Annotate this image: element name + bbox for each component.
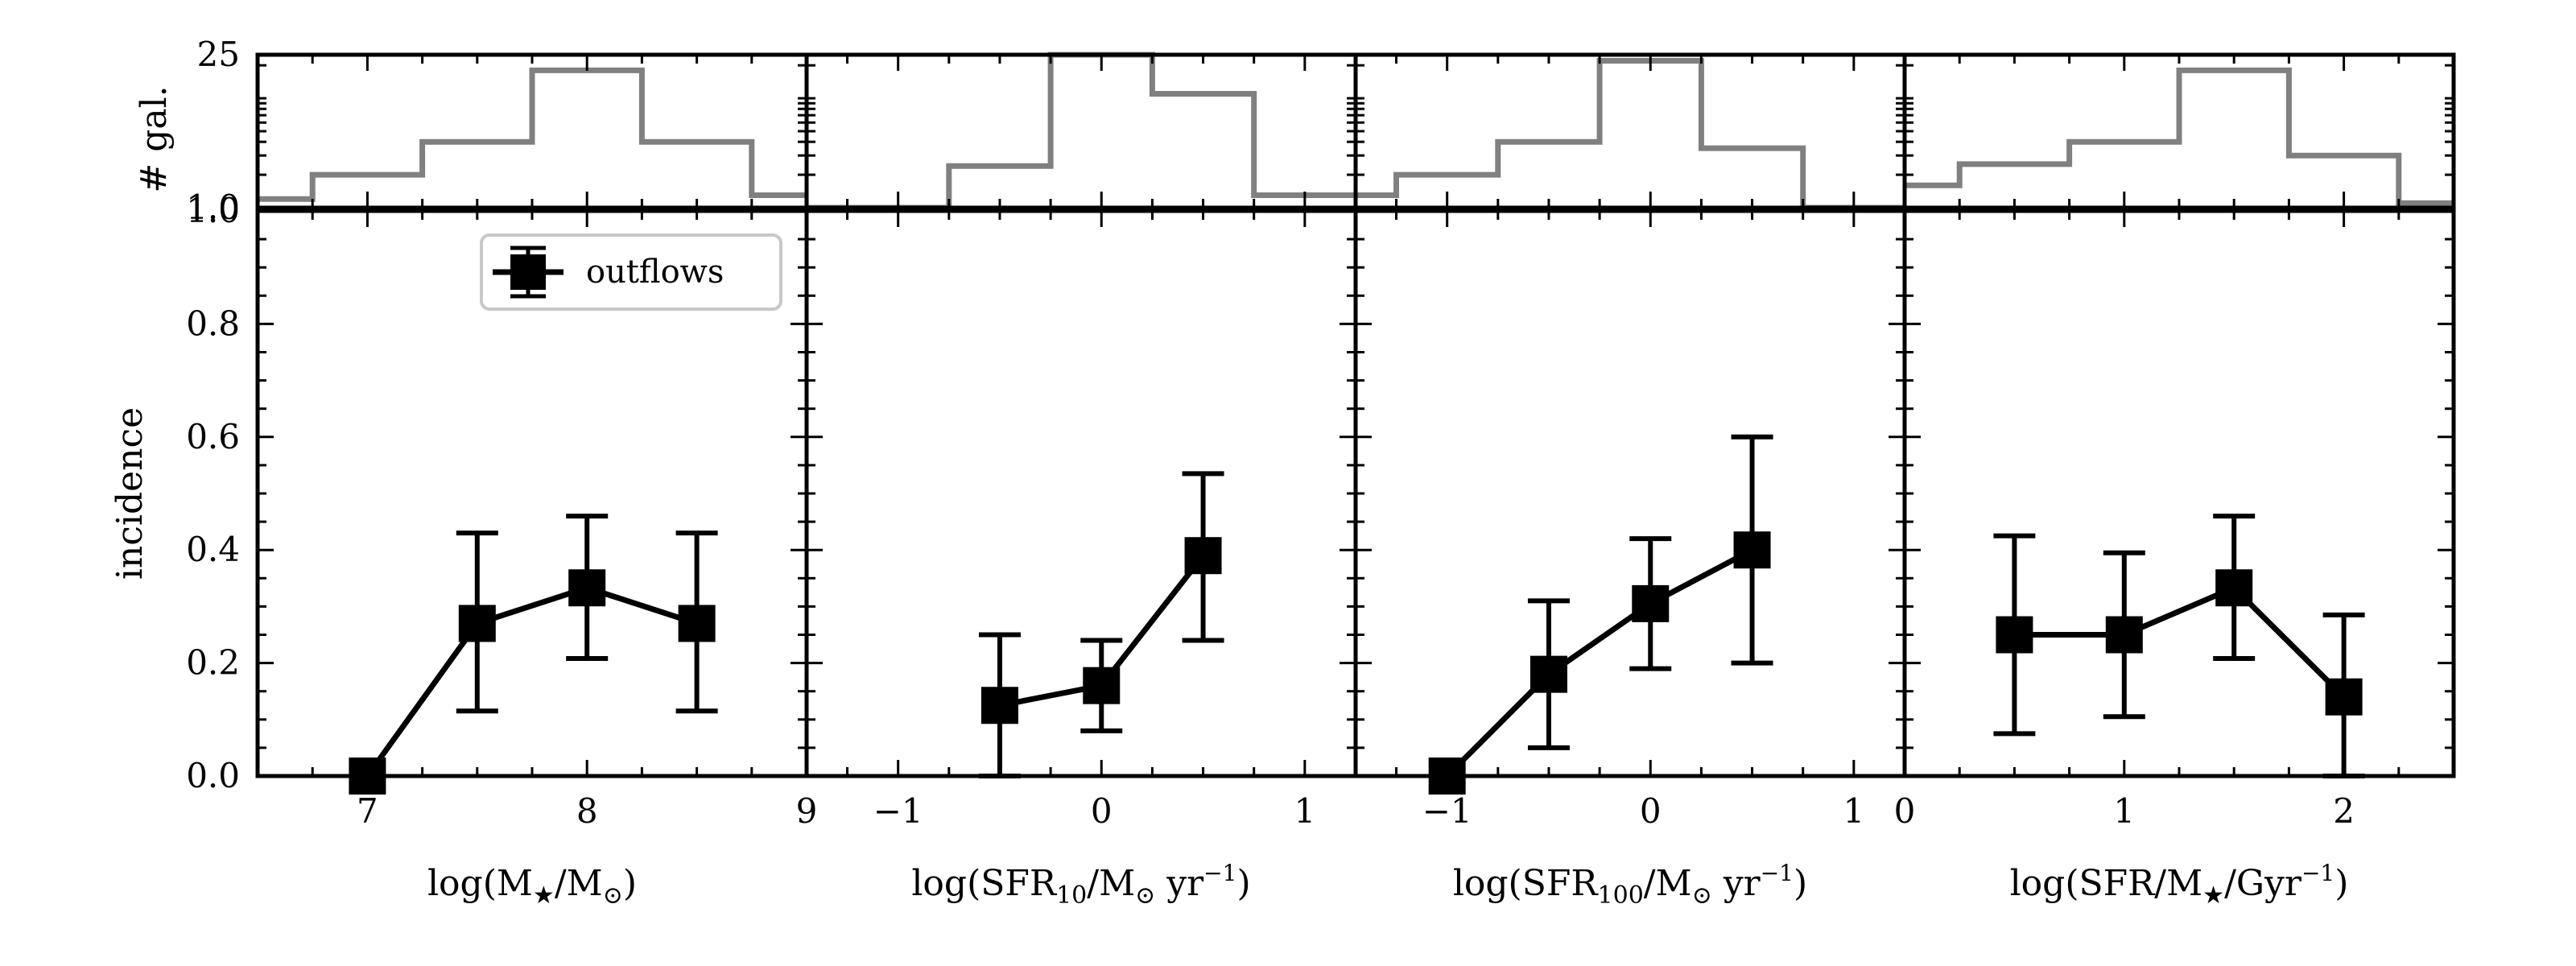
x-axis-title-part: 10 bbox=[1056, 881, 1087, 910]
y-tick-label: 0.6 bbox=[186, 417, 240, 456]
data-point-marker bbox=[1083, 667, 1121, 704]
data-point-marker bbox=[678, 605, 716, 642]
x-axis-title-part: −1 bbox=[1761, 860, 1794, 886]
main-plot-layer bbox=[349, 434, 2365, 795]
x-axis-title-part: ) bbox=[2334, 863, 2348, 904]
x-axis-title-part: yr bbox=[1712, 863, 1761, 904]
data-point-marker bbox=[1632, 584, 1670, 622]
x-axis-title-part: ⊙ bbox=[1135, 881, 1155, 910]
x-axis-title-part: ★ bbox=[533, 881, 555, 910]
x-tick-label: 0 bbox=[1091, 791, 1113, 831]
x-axis-title-part: ★ bbox=[2202, 881, 2224, 910]
x-tick-label: 0 bbox=[1894, 791, 1916, 831]
x-axis-title: log(M★/M⊙) bbox=[427, 863, 637, 910]
data-point-marker bbox=[568, 569, 606, 607]
x-axis-title-part: log(SFR bbox=[1453, 863, 1600, 904]
hist-y-tick-label: 25 bbox=[197, 35, 240, 74]
x-axis-title-part: −1 bbox=[1203, 860, 1236, 886]
legend: outflows bbox=[480, 233, 782, 311]
x-tick-label: 1 bbox=[1294, 791, 1315, 831]
x-axis-title-part: /M bbox=[1644, 863, 1692, 904]
x-axis-title-part: log(M bbox=[427, 863, 533, 904]
x-tick-label: 9 bbox=[796, 791, 818, 831]
x-axis-title: log(SFR/M★/Gyr−1) bbox=[2010, 860, 2349, 910]
data-point-marker bbox=[1733, 531, 1771, 569]
histogram-step-line bbox=[807, 52, 1356, 211]
x-tick-label: 8 bbox=[576, 791, 598, 831]
histogram-step-line bbox=[1356, 58, 1905, 211]
hist-panel-frame bbox=[804, 52, 1358, 210]
x-axis-title-part: /M bbox=[1087, 863, 1135, 904]
data-point-marker bbox=[2325, 678, 2363, 716]
histogram-layer bbox=[258, 52, 2454, 211]
y-tick-label: 0.8 bbox=[186, 303, 240, 343]
legend-label: outflows bbox=[586, 254, 724, 291]
x-axis-title-part: log(SFR bbox=[911, 863, 1058, 904]
y-tick-label: 1.0 bbox=[186, 191, 240, 230]
hist-y-axis-title: # gal. bbox=[134, 85, 175, 192]
data-point-marker bbox=[1996, 616, 2033, 654]
x-axis-title-part: /M bbox=[555, 863, 603, 904]
y-axis-title: incidence bbox=[109, 407, 151, 580]
data-point-marker bbox=[980, 687, 1018, 724]
x-tick-label: −1 bbox=[873, 791, 923, 831]
series-line bbox=[365, 584, 698, 778]
main-panel-frame bbox=[1353, 208, 1907, 778]
series-line bbox=[1445, 547, 1754, 778]
x-axis-title: log(SFR10/M⊙ yr−1) bbox=[911, 860, 1250, 910]
x-axis-title: log(SFR100/M⊙ yr−1) bbox=[1453, 860, 1807, 910]
x-axis-title-part: ) bbox=[1236, 863, 1250, 904]
hist-y-tick-label: 1.0 bbox=[186, 188, 240, 227]
x-axis-title-part: 100 bbox=[1598, 881, 1644, 910]
legend-marker bbox=[510, 254, 546, 290]
x-axis-title-part: yr bbox=[1155, 863, 1204, 904]
x-axis-title-part: ) bbox=[1794, 863, 1807, 904]
data-point-marker bbox=[2105, 616, 2143, 654]
x-tick-label: 0 bbox=[1640, 791, 1662, 831]
x-tick-label: −1 bbox=[1422, 791, 1472, 831]
x-axis-title-part: log(SFR/M bbox=[2010, 863, 2203, 904]
y-tick-label: 0.4 bbox=[186, 530, 240, 569]
data-point-marker bbox=[2215, 569, 2253, 607]
x-tick-label: 1 bbox=[2113, 791, 2135, 831]
legend-box bbox=[480, 233, 782, 311]
x-tick-label: 7 bbox=[357, 791, 378, 831]
data-point-marker bbox=[458, 605, 496, 642]
x-axis-title-part: ) bbox=[623, 863, 637, 904]
y-tick-label: 0.2 bbox=[186, 643, 240, 683]
main-panel-frame bbox=[1902, 208, 2456, 778]
data-point-marker bbox=[1530, 655, 1567, 693]
histogram-step-line bbox=[258, 67, 807, 202]
x-tick-label: 1 bbox=[1843, 791, 1864, 831]
series-line bbox=[2014, 584, 2347, 700]
x-axis-title-part: −1 bbox=[2301, 860, 2334, 886]
histogram-step-line bbox=[1905, 67, 2454, 206]
hist-panel-frame bbox=[1353, 52, 1907, 210]
x-axis-title-part: /Gyr bbox=[2224, 863, 2302, 904]
data-point-marker bbox=[1184, 537, 1222, 575]
x-tick-label: 2 bbox=[2333, 791, 2355, 831]
y-tick-label: 0.0 bbox=[186, 756, 240, 795]
x-axis-title-part: ⊙ bbox=[603, 881, 623, 910]
x-axis-title-part: ⊙ bbox=[1692, 881, 1712, 910]
